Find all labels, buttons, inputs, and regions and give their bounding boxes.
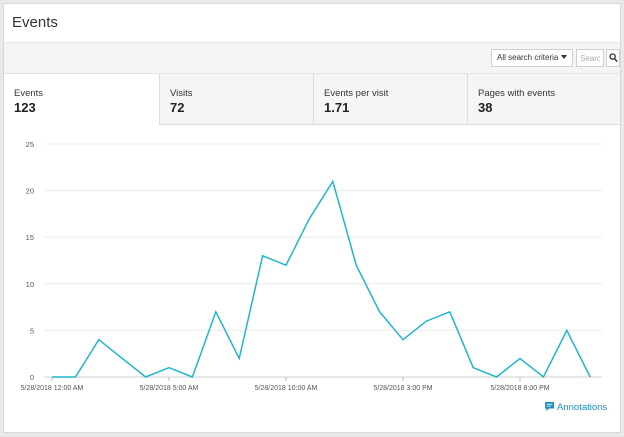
y-tick-label: 10 [26, 280, 34, 289]
data-point[interactable] [190, 375, 195, 380]
data-point[interactable] [73, 375, 78, 380]
x-tick-label: 5/28/2018 10:00 AM [255, 385, 318, 392]
tab-value: 1.71 [324, 100, 350, 115]
data-point[interactable] [330, 179, 335, 184]
data-point[interactable] [377, 309, 382, 314]
y-tick-label: 25 [26, 140, 34, 149]
data-point[interactable] [284, 263, 289, 268]
series-line [52, 179, 591, 379]
data-point[interactable] [96, 337, 101, 342]
data-point[interactable] [354, 263, 359, 268]
annotations-link[interactable]: Annotations [545, 402, 607, 413]
tab-pages-with-events[interactable]: Pages with events 38 [467, 74, 620, 124]
data-point[interactable] [588, 375, 593, 380]
x-tick-label: 5/28/2018 5:00 AM [140, 385, 199, 392]
events-panel: Events All search criteria Events 123 Vi… [3, 3, 621, 433]
data-point[interactable] [401, 337, 406, 342]
tab-label: Events [14, 88, 44, 99]
data-point[interactable] [564, 328, 569, 333]
toolbar: All search criteria [4, 43, 620, 74]
x-tick-label: 5/28/2018 8:00 PM [490, 385, 549, 392]
data-point[interactable] [471, 365, 476, 370]
data-point[interactable] [260, 253, 265, 258]
data-point[interactable] [213, 309, 218, 314]
tab-value: 38 [478, 100, 493, 115]
annotations-label: Annotations [557, 402, 608, 413]
x-tick-label: 5/28/2018 3:00 PM [373, 385, 432, 392]
tab-value: 123 [14, 100, 36, 115]
data-point[interactable] [167, 365, 172, 370]
y-tick-label: 5 [30, 326, 34, 335]
page-title: Events [12, 14, 58, 31]
y-tick-label: 20 [26, 187, 34, 196]
data-point[interactable] [424, 319, 429, 324]
data-point[interactable] [307, 216, 312, 221]
data-point[interactable] [120, 356, 125, 361]
data-point[interactable] [518, 356, 523, 361]
data-point[interactable] [541, 375, 546, 380]
panel-header: Events [4, 4, 620, 43]
search-criteria-label: All search criteria [497, 53, 559, 62]
comment-icon [545, 402, 554, 411]
x-tick-label: 5/28/2018 12:00 AM [21, 385, 84, 392]
tab-value: 72 [170, 100, 185, 115]
search-criteria-dropdown[interactable]: All search criteria [491, 49, 573, 67]
tab-label: Pages with events [478, 88, 556, 99]
data-point[interactable] [237, 356, 242, 361]
tab-events-per-visit[interactable]: Events per visit 1.71 [313, 74, 467, 124]
events-line-chart: 0 5 10 15 20 25 5/28/2018 12:00 AM 5/28/2018 5:… [21, 140, 602, 392]
data-point[interactable] [494, 375, 499, 380]
tab-label: Events per visit [324, 88, 389, 99]
data-point[interactable] [143, 375, 148, 380]
tab-events[interactable]: Events 123 [4, 74, 159, 125]
search-input[interactable] [576, 49, 604, 67]
search-icon [609, 53, 618, 63]
caret-down-icon [561, 55, 568, 59]
tab-label: Visits [170, 88, 193, 99]
y-tick-label: 15 [26, 233, 34, 242]
y-tick-label: 0 [30, 373, 34, 382]
metric-tabs: Events 123 Visits 72 Events per visit 1.… [4, 74, 620, 125]
data-point[interactable] [50, 375, 55, 380]
tab-visits[interactable]: Visits 72 [159, 74, 313, 124]
data-point[interactable] [447, 309, 452, 314]
search-button[interactable] [606, 49, 620, 67]
